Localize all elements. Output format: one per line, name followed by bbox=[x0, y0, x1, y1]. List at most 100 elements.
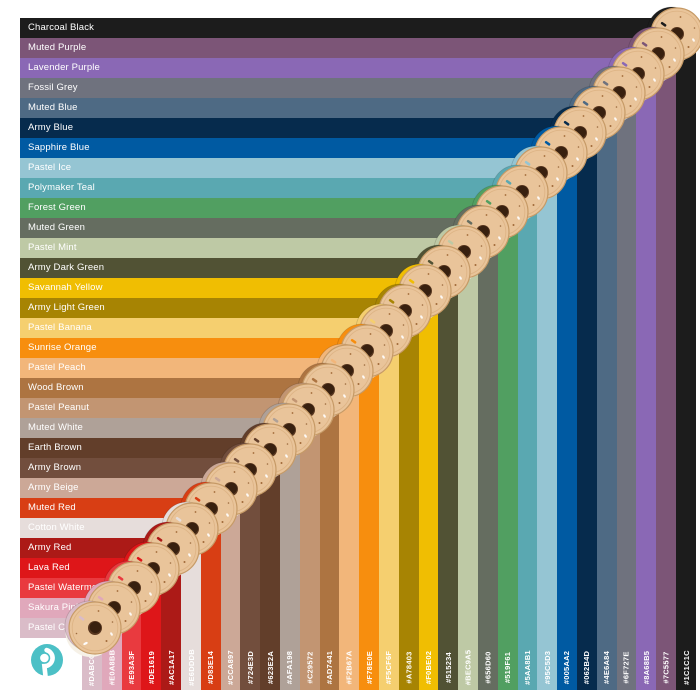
hex-code-text: #F78E0E bbox=[364, 650, 374, 684]
spool-dot bbox=[150, 581, 153, 584]
hex-code-text: #519F61 bbox=[503, 651, 513, 683]
hex-code-label: #DE1619 bbox=[141, 644, 161, 690]
spool-filament-clip bbox=[311, 378, 318, 384]
spool-dot bbox=[144, 600, 147, 603]
hex-code-text: #062B4D bbox=[582, 650, 592, 684]
color-column bbox=[260, 438, 280, 690]
spool-filament-clip bbox=[117, 576, 124, 582]
spool-speck bbox=[536, 196, 540, 201]
spool-speck bbox=[83, 641, 88, 646]
spool-dot bbox=[512, 224, 515, 227]
color-column bbox=[478, 218, 498, 690]
spool-dot bbox=[233, 471, 236, 474]
color-column bbox=[517, 178, 538, 690]
spool-speck bbox=[420, 315, 424, 319]
spool-dot bbox=[116, 590, 119, 593]
color-row: Lavender Purple bbox=[20, 58, 657, 78]
hex-code-label: #AFA198 bbox=[280, 644, 300, 690]
hex-code-label: #6F727E bbox=[617, 644, 637, 690]
hex-code-text: #AFA198 bbox=[285, 650, 295, 684]
color-column bbox=[497, 198, 518, 690]
color-name-label: Pastel Peach bbox=[28, 362, 86, 373]
spool-dot bbox=[441, 284, 444, 287]
spool-dot bbox=[504, 194, 507, 197]
hex-code-label: #519F61 bbox=[498, 644, 518, 690]
spool-dot bbox=[616, 106, 618, 108]
hex-code-text: #6F727E bbox=[621, 650, 631, 684]
color-name-label: Fossil Grey bbox=[28, 82, 78, 93]
hex-code-label: #F78E0E bbox=[359, 644, 379, 690]
color-row: Sunrise Orange bbox=[20, 338, 379, 358]
spool-dot bbox=[693, 27, 696, 29]
spool-dot bbox=[621, 75, 624, 78]
color-name-label: Sakura Pink bbox=[28, 602, 81, 613]
color-name-label: Charcoal Black bbox=[28, 22, 94, 33]
spool-speck bbox=[439, 295, 443, 300]
color-name-label: Pastel Watermelon bbox=[28, 582, 111, 593]
hex-code-label: #A78403 bbox=[399, 644, 419, 690]
spool-dot bbox=[338, 402, 341, 405]
spool-dot bbox=[654, 66, 657, 69]
hex-code-text: #4E6A84 bbox=[602, 650, 612, 684]
spool-dot bbox=[75, 632, 78, 635]
color-name-label: Pastel Banana bbox=[28, 322, 92, 333]
hex-code-text: #F0BE02 bbox=[424, 650, 433, 684]
color-name-label: Lavender Purple bbox=[28, 62, 100, 73]
hex-code-text: #F2B67A bbox=[344, 650, 354, 684]
spool-dot bbox=[582, 115, 585, 117]
color-row: Pastel Ice bbox=[20, 158, 558, 178]
spool-dot bbox=[194, 511, 197, 513]
spool-dot bbox=[551, 184, 554, 187]
spool-speck bbox=[478, 256, 482, 260]
spool-filament-clip bbox=[234, 457, 240, 463]
spool-dot bbox=[357, 382, 360, 385]
spool-dot bbox=[563, 134, 565, 137]
spool-speck bbox=[517, 216, 521, 220]
spool-dot bbox=[524, 174, 527, 177]
spool-dot bbox=[124, 620, 127, 623]
color-row: Fossil Grey bbox=[20, 78, 637, 98]
hex-code-label: #623E2A bbox=[260, 644, 280, 690]
color-row: Polymaker Teal bbox=[20, 178, 538, 198]
color-column bbox=[379, 318, 399, 690]
color-row: Army Beige bbox=[20, 478, 241, 498]
spool-filament-clip bbox=[408, 279, 415, 285]
spool-dot bbox=[325, 403, 327, 405]
spool-dot bbox=[396, 343, 399, 345]
spool-dot bbox=[674, 46, 676, 49]
spool-dot bbox=[183, 560, 186, 563]
spool-filament-clip bbox=[137, 556, 143, 562]
spool-filament-clip bbox=[622, 61, 628, 67]
spool-filament-clip bbox=[428, 259, 434, 265]
spool-filament-clip bbox=[583, 101, 589, 106]
spool-dot bbox=[305, 423, 308, 425]
color-name-label: Muted Purple bbox=[28, 42, 87, 53]
hex-code-label: #7C5577 bbox=[656, 644, 676, 690]
spool-dot bbox=[454, 283, 457, 286]
color-name-label: Sunrise Orange bbox=[28, 342, 97, 353]
hex-code-text: #724E3D bbox=[245, 650, 255, 684]
color-row: Savannah Yellow bbox=[20, 278, 439, 298]
spool-filament-clip bbox=[292, 398, 298, 403]
hex-code-text: #CCA897 bbox=[226, 649, 235, 685]
hex-code-text: #515234 bbox=[443, 651, 453, 683]
logo-p-swoosh bbox=[41, 647, 55, 680]
spool-dot bbox=[519, 205, 521, 207]
spool-filament-clip bbox=[98, 596, 104, 601]
filament-spool-icon bbox=[64, 600, 122, 657]
spool-dot bbox=[163, 580, 166, 583]
hex-code-label: #F2B67A bbox=[339, 644, 359, 690]
color-column bbox=[676, 18, 696, 690]
spool-speck bbox=[110, 632, 113, 636]
spool-inner-ring bbox=[71, 604, 119, 652]
spool-filament-clip bbox=[389, 299, 395, 304]
spool-dot bbox=[280, 461, 283, 464]
color-row: Pastel Peanut bbox=[20, 398, 320, 418]
spool-filament-clip bbox=[78, 615, 85, 621]
hex-code-label: #CCA897 bbox=[221, 644, 241, 690]
spool-dot bbox=[590, 145, 593, 147]
color-row: Muted White bbox=[20, 418, 300, 438]
color-row: Pastel Peach bbox=[20, 358, 360, 378]
spool-dot bbox=[349, 352, 352, 355]
spool-speck bbox=[672, 58, 676, 62]
